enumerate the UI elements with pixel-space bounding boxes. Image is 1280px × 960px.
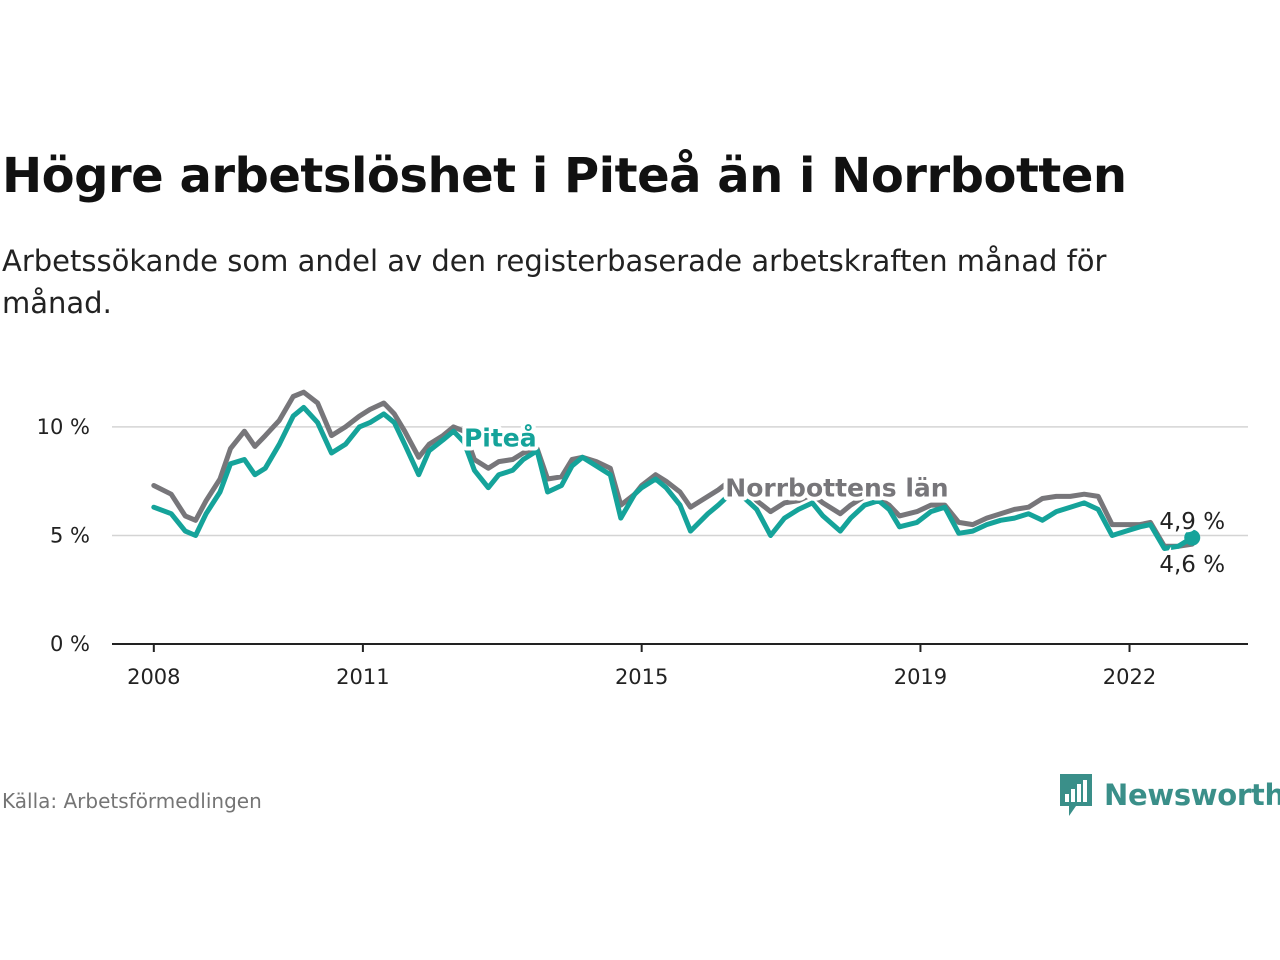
brand-logo[interactable]: Newsworthy xyxy=(1058,772,1280,818)
y-tick-label: 5 % xyxy=(50,523,90,547)
end-label-pitea: 4,9 % xyxy=(1159,509,1225,535)
end-label-norrbotten: 4,6 % xyxy=(1159,552,1225,578)
y-tick-label: 0 % xyxy=(50,632,90,656)
series-line-norrbotten xyxy=(151,389,1195,549)
x-tick-label: 2022 xyxy=(1103,665,1156,689)
series-label-pitea: Piteå xyxy=(464,423,537,452)
chart-subtitle: Arbetssökande som andel av den registerb… xyxy=(2,244,1107,320)
line-chart: 0 % 5 % 10 % 2008 2011 2015 2019 2022 Piteå Nor… xyxy=(37,389,1248,689)
series-label-norrbotten: Norrbottens län xyxy=(725,473,948,502)
endpoint-dot-pitea xyxy=(1184,529,1201,546)
brand-name: Newsworthy xyxy=(1104,778,1280,812)
x-tick-label: 2015 xyxy=(615,665,668,689)
x-tick-label: 2019 xyxy=(894,665,947,689)
series-labels: Piteå Norrbottens län 4,9 % 4,6 % xyxy=(460,419,1228,581)
x-axis: 2008 2011 2015 2019 2022 xyxy=(112,643,1248,689)
y-axis-labels: 0 % 5 % 10 % xyxy=(37,415,90,656)
series-line-pitea xyxy=(151,404,1195,551)
x-tick-label: 2011 xyxy=(336,665,389,689)
source-note: Källa: Arbetsförmedlingen xyxy=(2,789,262,813)
grid-lines xyxy=(112,426,1248,537)
chart-title: Högre arbetslöshet i Piteå än i Norrbott… xyxy=(2,148,1127,204)
series-lines xyxy=(151,389,1201,551)
newsworthy-icon xyxy=(1060,774,1092,816)
y-tick-label: 10 % xyxy=(37,415,90,439)
x-tick-label: 2008 xyxy=(127,665,180,689)
